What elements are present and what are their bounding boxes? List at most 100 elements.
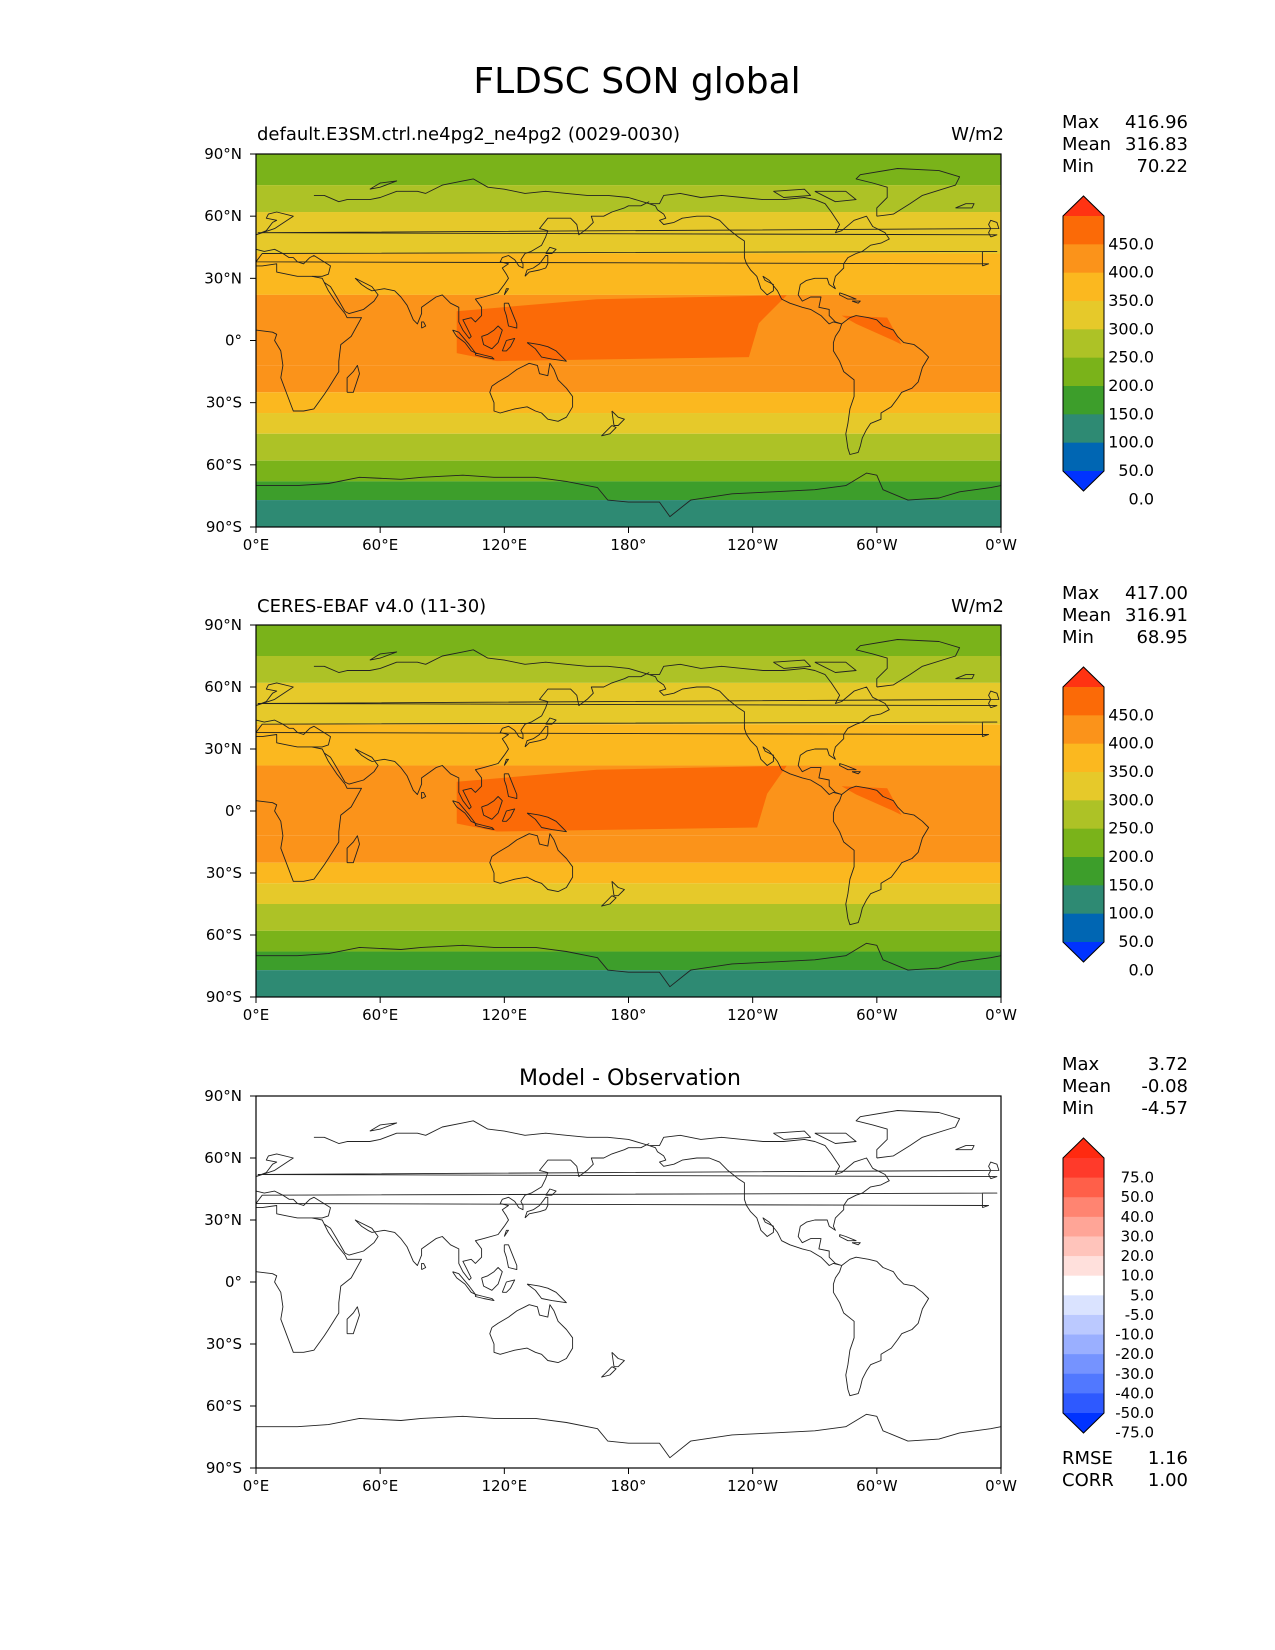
colorbar-segment [1063, 1236, 1104, 1257]
coastline [257, 219, 1000, 238]
stat-value: 416.96 [1125, 112, 1188, 133]
map-band [256, 951, 1001, 971]
metric-value: 1.00 [1148, 1470, 1188, 1491]
colorbar-tick-label: 300.0 [1108, 790, 1154, 809]
x-tick-label: 60°E [362, 1477, 398, 1495]
coastline [324, 201, 650, 339]
colorbar-tick-label: 350.0 [1108, 762, 1154, 781]
coastline [611, 410, 625, 426]
colorbar-segment [1063, 1197, 1104, 1218]
colorbar-segment [1063, 1275, 1104, 1296]
coastline [855, 639, 961, 688]
coastline [255, 682, 294, 707]
colorbar-tick-label: 200.0 [1108, 847, 1154, 866]
stat-value: -4.57 [1141, 1098, 1188, 1119]
map-band [256, 904, 1001, 931]
coastline [346, 364, 360, 393]
coastline [832, 1256, 930, 1397]
panel-test: default.E3SM.ctrl.ne4pg2_ne4pg2 (0029-00… [204, 112, 1188, 554]
colorbar-segment [1063, 857, 1104, 886]
map-band [256, 253, 1001, 295]
stat-value: 316.91 [1125, 605, 1188, 626]
panel-test-coastlines [255, 168, 1002, 518]
colorbar-extend-min [1063, 1413, 1104, 1433]
stat-label: Mean [1062, 134, 1111, 155]
x-tick-label: 120°W [727, 1477, 778, 1495]
y-tick-label: 60°N [204, 207, 242, 225]
colorbar-segment [1063, 414, 1104, 444]
colorbar-outline [1062, 666, 1105, 963]
colorbar-tick-label: -20.0 [1115, 1345, 1154, 1363]
coastline [649, 663, 890, 795]
coastline [503, 1244, 518, 1271]
coastline [611, 1351, 625, 1368]
map-band [256, 930, 1001, 952]
x-tick-label: 180° [610, 536, 646, 554]
map-band [256, 392, 1001, 414]
stat-label: Min [1062, 156, 1094, 177]
colorbar-segment [1063, 1373, 1104, 1394]
colorbar-tick-label: 300.0 [1108, 319, 1154, 338]
map-band [256, 970, 1001, 997]
coastline [839, 1234, 857, 1242]
y-tick-label: 60°N [204, 1149, 242, 1167]
panel-test-map-fill [256, 154, 1001, 527]
coastline [421, 791, 427, 800]
coastline [545, 246, 557, 254]
coastline [255, 1153, 294, 1178]
colorbar-segment [1063, 1158, 1104, 1179]
colorbar-tick-label: 5.0 [1130, 1286, 1154, 1304]
coastline [649, 192, 890, 325]
map-band [256, 862, 1001, 884]
coastline [313, 178, 650, 205]
y-tick-label: 60°N [204, 678, 242, 696]
coastline [324, 1143, 650, 1281]
y-tick-label: 0° [225, 332, 242, 350]
coastline [255, 721, 998, 738]
coastline [501, 337, 516, 352]
coastline [526, 342, 567, 362]
colorbar-segment [1063, 329, 1104, 359]
colorbar-segment [1063, 1334, 1104, 1355]
map-band [256, 835, 1001, 863]
figure-title: FLDSC SON global [473, 61, 800, 102]
x-tick-label: 0°W [985, 536, 1017, 554]
coastline [851, 771, 861, 775]
colorbar-extend-max [1063, 196, 1104, 216]
x-tick-label: 120°E [482, 536, 528, 554]
panel-reference-title: CERES-EBAF v4.0 (11-30) [257, 596, 486, 617]
colorbar-tick-label: -5.0 [1125, 1306, 1154, 1324]
coastline [346, 835, 360, 864]
coastline [524, 725, 549, 748]
coastline [545, 1188, 557, 1196]
y-tick-label: 30°S [206, 1335, 242, 1353]
coastline [773, 188, 812, 198]
x-tick-label: 0°E [243, 536, 270, 554]
coastline [503, 1229, 509, 1237]
colorbar-tick-label: 350.0 [1108, 291, 1154, 310]
colorbar-tick-label: 20.0 [1121, 1247, 1154, 1265]
coastline [256, 1413, 1002, 1459]
coastline [255, 746, 362, 882]
colorbar-segment [1063, 715, 1104, 745]
map-band [256, 154, 1001, 186]
coastline [839, 763, 857, 771]
panel-reference-map-fill [256, 625, 1001, 997]
x-tick-label: 120°W [727, 1006, 778, 1024]
coastline [452, 1271, 476, 1295]
colorbar-tick-label: 0.0 [1129, 960, 1154, 979]
stat-value: 68.95 [1136, 627, 1188, 648]
map-band [256, 883, 1001, 904]
map-band [256, 625, 1001, 656]
coastline [481, 796, 503, 820]
x-tick-label: 60°E [362, 536, 398, 554]
colorbar-outline [1062, 195, 1105, 492]
coastline [501, 1279, 516, 1293]
stat-value: -0.08 [1141, 1076, 1188, 1097]
colorbar-tick-label: 250.0 [1108, 819, 1154, 838]
coastline [955, 674, 975, 680]
colorbar-segment [1063, 216, 1104, 245]
coastline [814, 661, 857, 673]
map-band [256, 724, 1001, 766]
coastline [503, 758, 509, 766]
